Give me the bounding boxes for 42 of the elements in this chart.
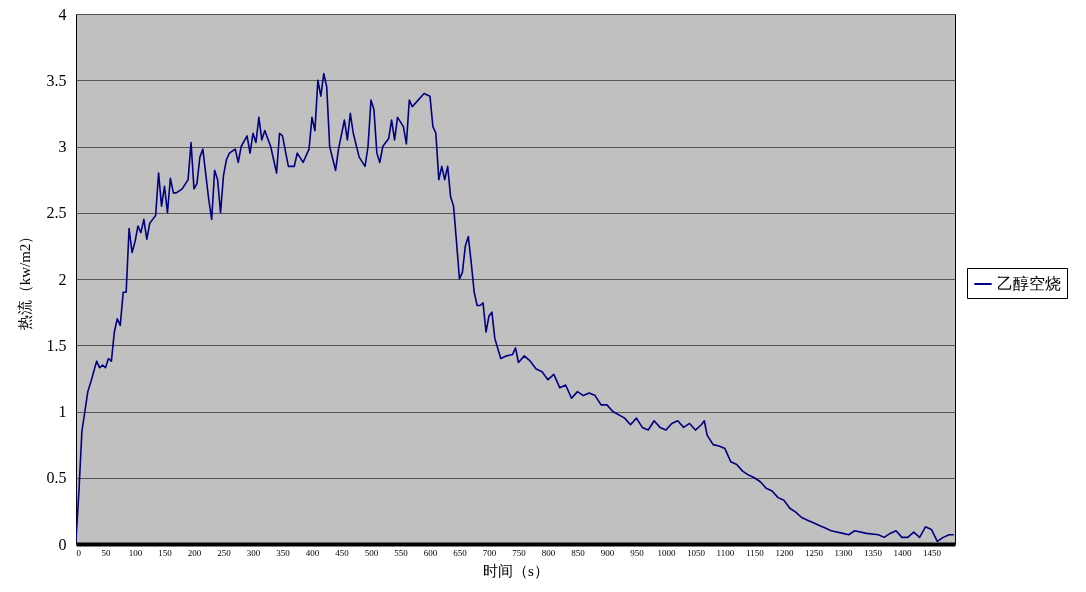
x-tick-label: 950 xyxy=(630,547,645,558)
x-tick-label: 700 xyxy=(482,547,497,558)
x-tick-label: 1300 xyxy=(834,547,853,558)
x-tick-label: 650 xyxy=(453,547,468,558)
x-tick-label: 250 xyxy=(217,547,232,558)
x-tick-label: 1100 xyxy=(716,547,735,558)
x-tick-label: 850 xyxy=(571,547,586,558)
y-tick-label: 2 xyxy=(58,270,67,288)
x-tick-label: 100 xyxy=(128,547,143,558)
x-tick-label: 300 xyxy=(246,547,261,558)
x-tick-label: 0 xyxy=(76,547,82,558)
x-tick-label: 1350 xyxy=(863,547,883,558)
y-tick-label: 2.5 xyxy=(46,204,67,222)
x-tick-label: 500 xyxy=(364,547,379,558)
y-tick-label: 3 xyxy=(58,138,67,155)
x-tick-label: 1250 xyxy=(804,547,824,558)
line-series xyxy=(76,72,955,543)
x-tick-label: 1050 xyxy=(686,547,706,558)
x-tick-label: 400 xyxy=(305,547,320,558)
x-tick-label: 1400 xyxy=(893,547,912,558)
y-tick-label: 0.5 xyxy=(46,469,67,487)
x-tick-label: 1000 xyxy=(657,547,676,558)
x-tick-label: 200 xyxy=(187,547,202,558)
y-tick-label: 3.5 xyxy=(46,71,67,89)
x-axis-title: 时间（s） xyxy=(483,562,549,579)
y-tick-label: 4 xyxy=(58,5,67,23)
y-axis-title: 热流（kw/m2） xyxy=(16,228,33,331)
x-tick-label: 350 xyxy=(276,547,291,558)
x-tick-label: 750 xyxy=(512,547,527,558)
x-tick-label: 450 xyxy=(335,547,350,558)
x-tick-label: 1450 xyxy=(922,547,942,558)
y-tick-label: 1 xyxy=(58,403,67,420)
x-tick-label: 550 xyxy=(394,547,409,558)
x-tick-label: 150 xyxy=(158,547,173,558)
x-tick-label: 50 xyxy=(101,547,111,558)
x-tick-label: 900 xyxy=(600,547,615,558)
legend-label: 乙醇空烧 xyxy=(997,275,1061,292)
x-tick-label: 600 xyxy=(423,547,438,558)
x-tick-label: 800 xyxy=(541,547,556,558)
y-tick-label: 1.5 xyxy=(46,336,67,354)
x-tick-label: 1150 xyxy=(746,547,765,558)
x-tick-label: 1200 xyxy=(775,547,794,558)
